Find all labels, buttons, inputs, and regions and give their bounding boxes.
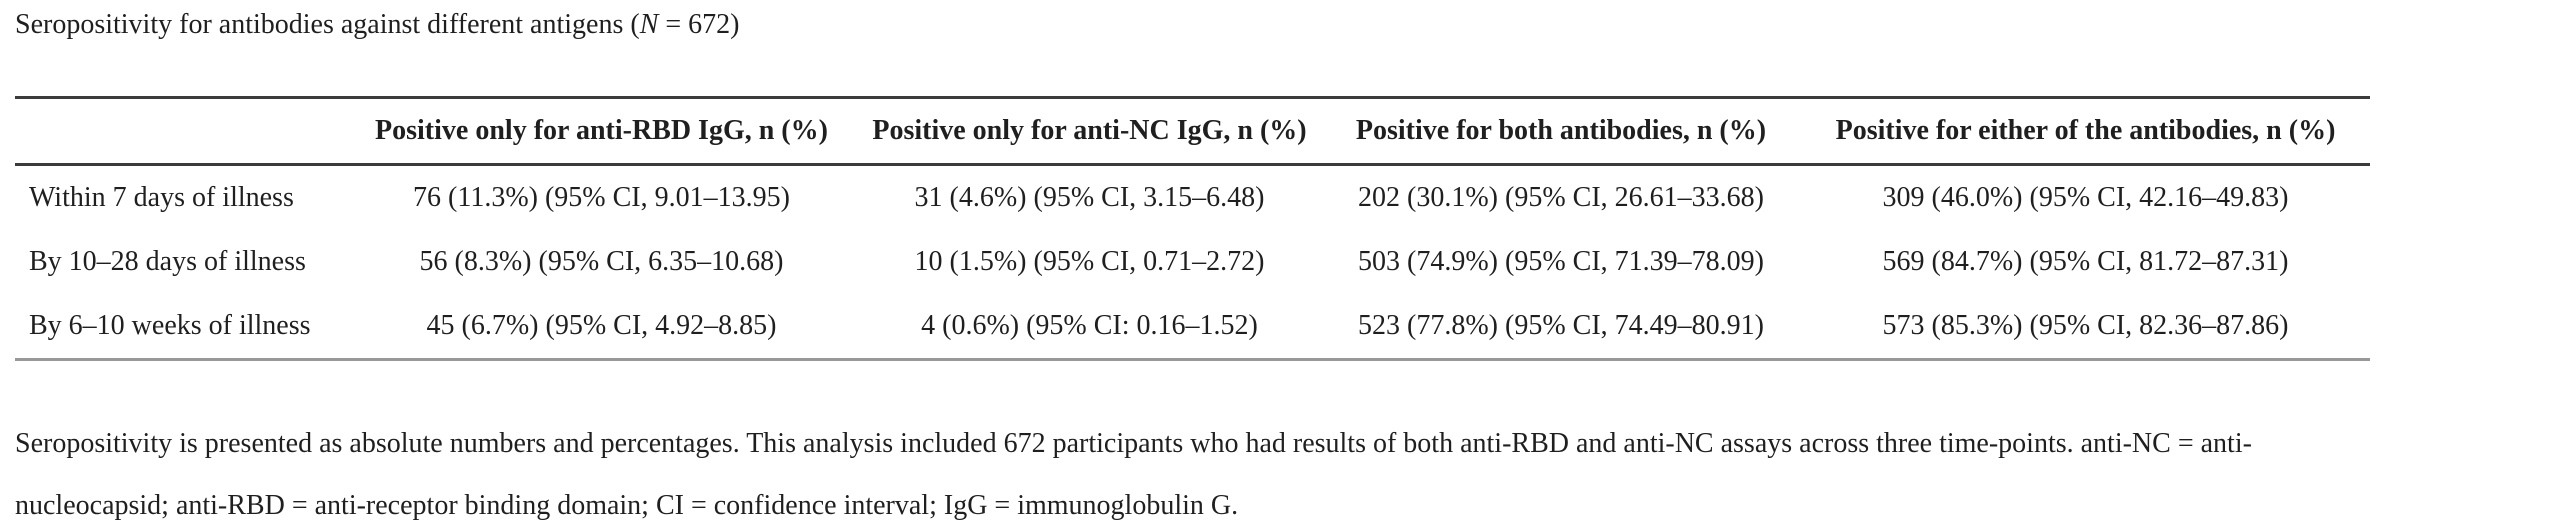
cell-value: 10 (1.5%) (95% CI, 0.71–2.72) bbox=[914, 246, 1265, 277]
row-label-by-10-28-days: By 10–28 days of illness bbox=[29, 246, 306, 277]
cell-value: 4 (0.6%) (95% CI: 0.16–1.52) bbox=[858, 294, 1321, 361]
table-caption-prefix: Seropositivity for antibodies against di… bbox=[15, 9, 640, 40]
cell-value: 45 (6.7%) (95% CI, 4.92–8.85) bbox=[345, 294, 858, 361]
footnote-line-2: nucleocapsid; anti-RBD = anti-receptor b… bbox=[15, 490, 1239, 521]
cell-value: 309 (46.0%) (95% CI, 42.16–49.83) bbox=[1882, 182, 2289, 213]
cell-value: 202 (30.1%) (95% CI, 26.61–33.68) bbox=[1358, 182, 1764, 213]
paper-table-page: Seropositivity for antibodies against di… bbox=[0, 8, 2560, 532]
column-header-either-antibody: Positive for either of the antibodies, n… bbox=[1801, 97, 2370, 166]
table-header-row: Positive only for anti-RBD IgG, n (%) Po… bbox=[15, 97, 2370, 166]
cell-value: 523 (77.8%) (95% CI, 74.49–80.91) bbox=[1321, 294, 1801, 361]
cell-value: 56 (8.3%) (95% CI, 6.35–10.68) bbox=[419, 246, 784, 277]
cell-value: 76 (11.3%) (95% CI, 9.01–13.95) bbox=[413, 182, 790, 213]
cell-value: 573 (85.3%) (95% CI, 82.36–87.86) bbox=[1801, 294, 2370, 361]
row-label-within-7-days: Within 7 days of illness bbox=[29, 182, 294, 213]
cell-value: 31 (4.6%) (95% CI, 3.15–6.48) bbox=[914, 182, 1265, 213]
table-caption: Seropositivity for antibodies against di… bbox=[15, 8, 2560, 42]
table-row: By 10–28 days of illness 56 (8.3%) (95% … bbox=[15, 230, 2370, 294]
column-header-empty bbox=[15, 97, 345, 166]
column-header-anti-rbd-only: Positive only for anti-RBD IgG, n (%) bbox=[345, 97, 858, 166]
seropositivity-table: Positive only for anti-RBD IgG, n (%) Po… bbox=[15, 96, 2370, 361]
column-header-both-antibodies: Positive for both antibodies, n (%) bbox=[1321, 97, 1801, 166]
table-row: Within 7 days of illness 76 (11.3%) (95%… bbox=[15, 165, 2370, 231]
column-header-anti-nc-only: Positive only for anti-NC IgG, n (%) bbox=[858, 97, 1321, 166]
table-caption-n-italic: N bbox=[639, 9, 659, 40]
table-footnote: Seropositivity is presented as absolute … bbox=[15, 413, 2560, 532]
table-caption-suffix: = 672) bbox=[658, 9, 740, 40]
cell-value: 569 (84.7%) (95% CI, 81.72–87.31) bbox=[1882, 246, 2289, 277]
cell-value: 503 (74.9%) (95% CI, 71.39–78.09) bbox=[1358, 246, 1764, 277]
row-label-by-6-10-weeks: By 6–10 weeks of illness bbox=[15, 294, 345, 361]
table-row: By 6–10 weeks of illness 45 (6.7%) (95% … bbox=[15, 294, 2370, 361]
footnote-line-1: Seropositivity is presented as absolute … bbox=[15, 428, 2252, 459]
